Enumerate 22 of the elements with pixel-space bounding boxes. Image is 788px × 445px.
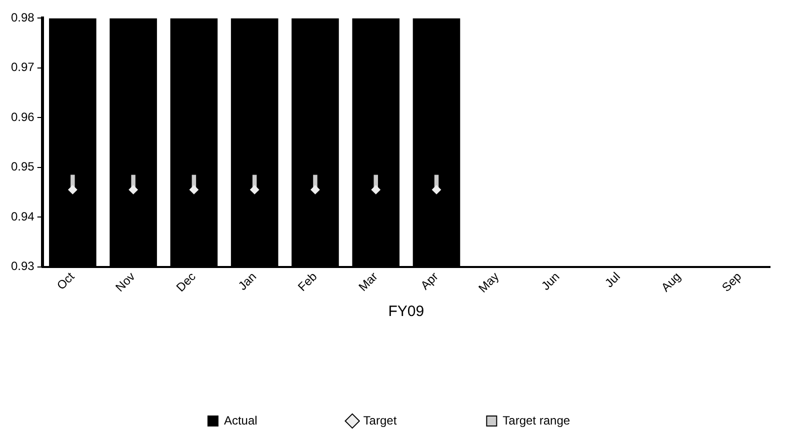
- x-tick-label: Feb: [295, 269, 320, 294]
- y-tick-label: 0.95: [10, 160, 35, 174]
- legend-label: Target: [363, 413, 398, 428]
- x-tick-label: Apr: [418, 269, 441, 293]
- x-tick-label: Jul: [602, 269, 623, 290]
- x-tick-label: Jan: [235, 269, 260, 294]
- y-tick-label: 0.93: [10, 259, 35, 274]
- y-tick-label: 0.94: [10, 209, 35, 224]
- y-tick-label: 0.96: [10, 110, 35, 124]
- legend-label: Actual: [224, 413, 258, 428]
- y-tick-label: 0.98: [10, 10, 35, 25]
- x-tick-label: Jun: [538, 269, 562, 294]
- x-tick-label: Dec: [173, 269, 198, 294]
- x-axis-title: FY09: [388, 303, 424, 320]
- legend-label: Target range: [502, 413, 570, 428]
- x-tick-label: Mar: [356, 269, 380, 294]
- x-tick-label: Nov: [112, 269, 138, 294]
- x-tick-label: May: [476, 269, 502, 296]
- x-tick-label: Sep: [719, 269, 744, 294]
- x-tick-label: Aug: [658, 269, 684, 294]
- y-tick-label: 0.97: [10, 60, 35, 74]
- x-tick-label: Oct: [54, 268, 78, 293]
